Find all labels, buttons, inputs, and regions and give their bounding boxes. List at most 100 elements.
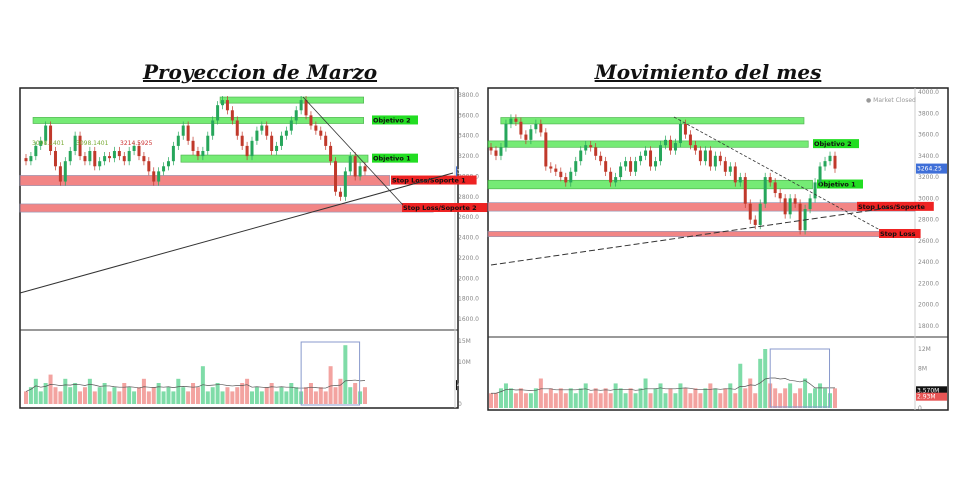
candle-body	[634, 161, 638, 172]
zone-band	[500, 117, 805, 125]
volume-bar	[82, 387, 87, 404]
volume-bar	[723, 388, 728, 408]
candle-body	[723, 161, 727, 172]
y-tick-label: 3000.0	[918, 195, 939, 202]
volume-bar	[353, 383, 358, 404]
candle-body	[494, 150, 498, 156]
candle-body	[549, 166, 553, 169]
volume-bar	[363, 387, 367, 404]
ascending-trendline	[19, 172, 454, 294]
candle-body	[833, 155, 837, 169]
y-tick-label: 2400.0	[458, 235, 479, 242]
candle-body	[818, 166, 822, 183]
candle-body	[753, 219, 757, 225]
candle-body	[514, 118, 518, 122]
volume-bar	[553, 393, 558, 408]
candle-body	[112, 151, 116, 159]
volume-bar	[533, 388, 538, 408]
volume-bar	[648, 393, 653, 408]
candle-body	[499, 147, 503, 156]
volume-bar	[269, 383, 274, 404]
volume-bar	[638, 388, 643, 408]
y-tick-label: 1600.0	[458, 316, 479, 323]
volume-bar	[28, 387, 33, 404]
candle-body	[748, 203, 752, 220]
candle-body	[152, 171, 156, 182]
candle-body	[343, 171, 347, 197]
candle-body	[778, 193, 782, 199]
candle-body	[221, 100, 225, 106]
volume-bar	[528, 393, 533, 408]
y-tick-label: 2800.0	[458, 194, 479, 201]
volume-bar	[240, 383, 245, 404]
candle-body	[201, 151, 205, 157]
candle-body	[733, 166, 737, 183]
candle-body	[574, 161, 578, 172]
zone-band	[487, 179, 813, 190]
candle-body	[788, 198, 792, 215]
candle-body	[534, 123, 538, 130]
y-tick-label: 1800.0	[458, 296, 479, 303]
candle-body	[619, 166, 623, 178]
volume-bar	[250, 391, 254, 404]
volume-bar	[161, 391, 166, 404]
volume-bar	[833, 388, 837, 408]
candle-body	[176, 135, 180, 146]
y-tick-label: 3600.0	[458, 112, 479, 119]
chart-frame	[19, 87, 459, 409]
chart-frame	[487, 87, 949, 411]
volume-bar	[623, 393, 628, 408]
volume-bar	[598, 393, 603, 408]
candle-body	[813, 182, 817, 199]
candle-body	[147, 161, 151, 172]
candle-body	[738, 177, 742, 183]
volume-bar	[683, 388, 688, 408]
candle-body	[808, 198, 812, 209]
y-tick-label: 3400.0	[458, 133, 479, 140]
zone-label: Stop Loss/Soporte 2	[403, 204, 477, 212]
candle-body	[678, 123, 682, 144]
volume-highlight-box	[300, 341, 361, 406]
volume-bar	[48, 374, 53, 404]
volume-bar	[738, 363, 743, 408]
volume-bar	[758, 358, 763, 408]
y-tick-label: 3600.0	[918, 132, 939, 139]
candle-body	[53, 151, 57, 167]
volume-label-bg	[456, 380, 457, 391]
zone-label: Objetivo 1	[373, 155, 411, 163]
price-label-bg	[456, 166, 457, 177]
volume-bar	[156, 383, 161, 404]
y-tick-label: 2400.0	[918, 259, 939, 266]
volume-bar	[763, 349, 768, 408]
candle-body	[294, 110, 298, 121]
volume-bar	[102, 383, 107, 404]
volume-bar	[176, 378, 181, 404]
volume-bar	[793, 393, 798, 408]
candle-body	[798, 203, 802, 231]
candle-body	[39, 140, 43, 146]
candle-body	[504, 123, 508, 148]
volume-bar	[818, 383, 823, 408]
candle-body	[564, 177, 568, 183]
volume-tick-label: 8M	[918, 366, 927, 373]
volume-bar	[543, 393, 548, 408]
candle-body	[108, 156, 112, 159]
volume-bar	[318, 387, 323, 404]
volume-bar	[748, 378, 753, 408]
candle-body	[166, 161, 170, 167]
zone-band	[180, 154, 369, 163]
candle-body	[668, 139, 672, 151]
volume-bar	[117, 391, 122, 404]
zone-label: Objetivo 2	[814, 140, 852, 148]
volume-bar	[538, 378, 543, 408]
zone-label-bg	[372, 153, 418, 163]
candle-body	[44, 125, 48, 141]
volume-bar	[97, 387, 102, 404]
volume-bar	[166, 387, 171, 404]
volume-label-bg	[916, 392, 947, 401]
volume-bar	[151, 387, 156, 404]
candle-body	[569, 171, 573, 183]
volume-bar	[205, 391, 210, 404]
candle-body	[122, 156, 126, 162]
candle-body	[34, 145, 38, 157]
